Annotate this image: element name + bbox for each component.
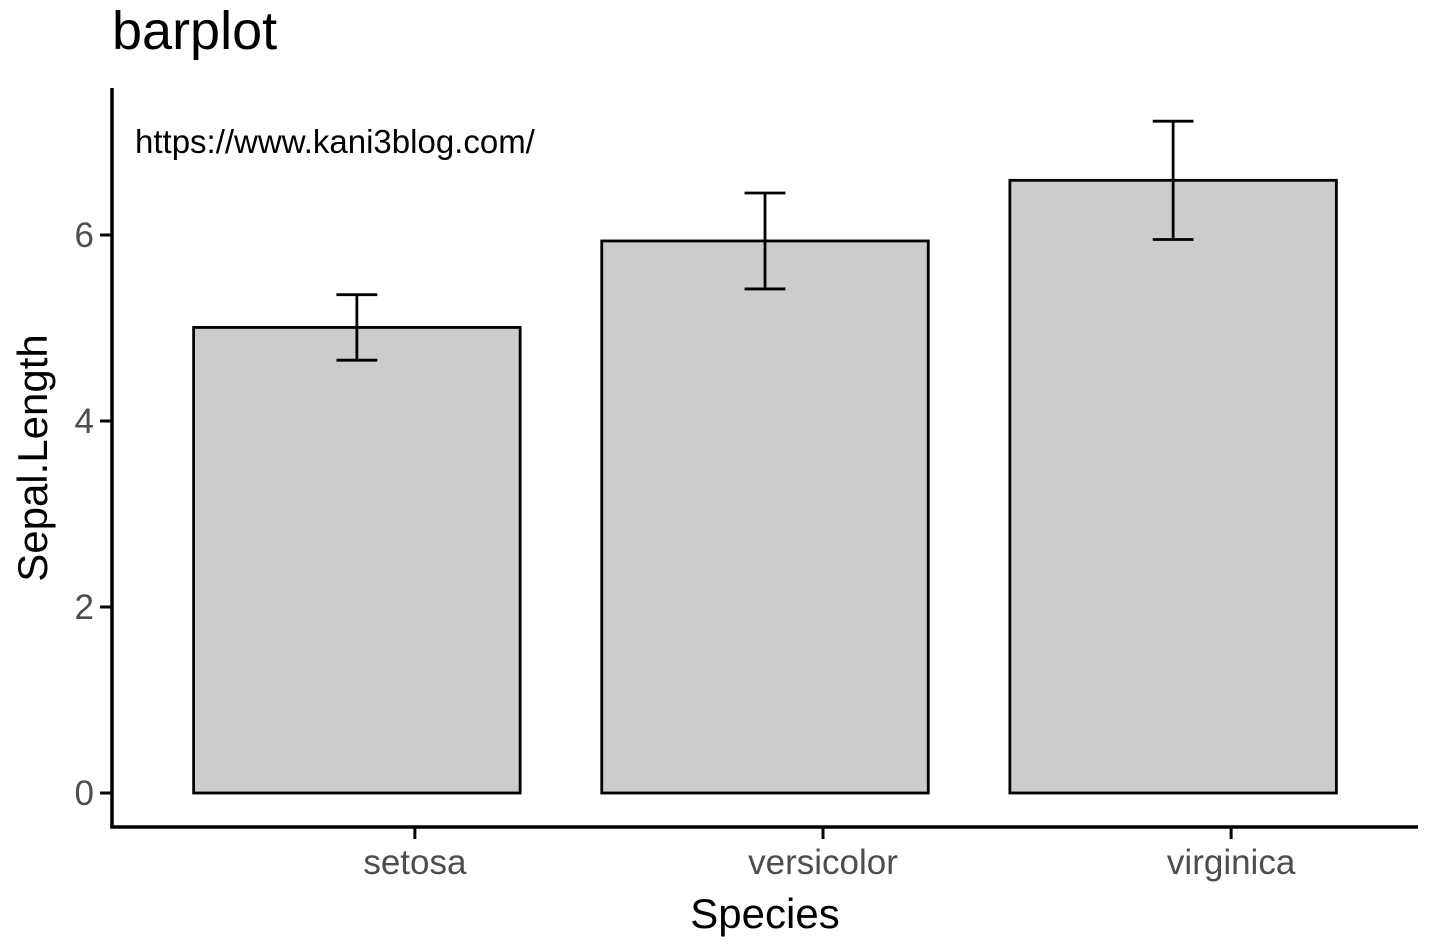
y-tick-label-0: 0 [75, 774, 94, 813]
x-tick-label-setosa: setosa [363, 843, 467, 882]
y-tick-label-6: 6 [75, 216, 94, 255]
bar-virginica [1008, 178, 1338, 795]
x-ticks-layer: setosa versicolor virginica [363, 827, 1296, 882]
y-ticks-layer: 0 2 4 6 [75, 216, 112, 813]
x-tick-label-versicolor: versicolor [748, 843, 898, 882]
y-tick-label-2: 2 [75, 588, 94, 627]
bar-versicolor [600, 239, 930, 795]
bar-setosa [192, 326, 522, 795]
chart-title: barplot [112, 1, 277, 61]
x-axis-title: Species [690, 890, 839, 937]
x-tick-label-virginica: virginica [1167, 843, 1296, 882]
chart-annotation: https://www.kani3blog.com/ [135, 123, 536, 160]
y-tick-label-4: 4 [75, 402, 94, 441]
errorbars-layer [336, 119, 1194, 362]
y-axis-title: Sepal.Length [9, 334, 56, 582]
